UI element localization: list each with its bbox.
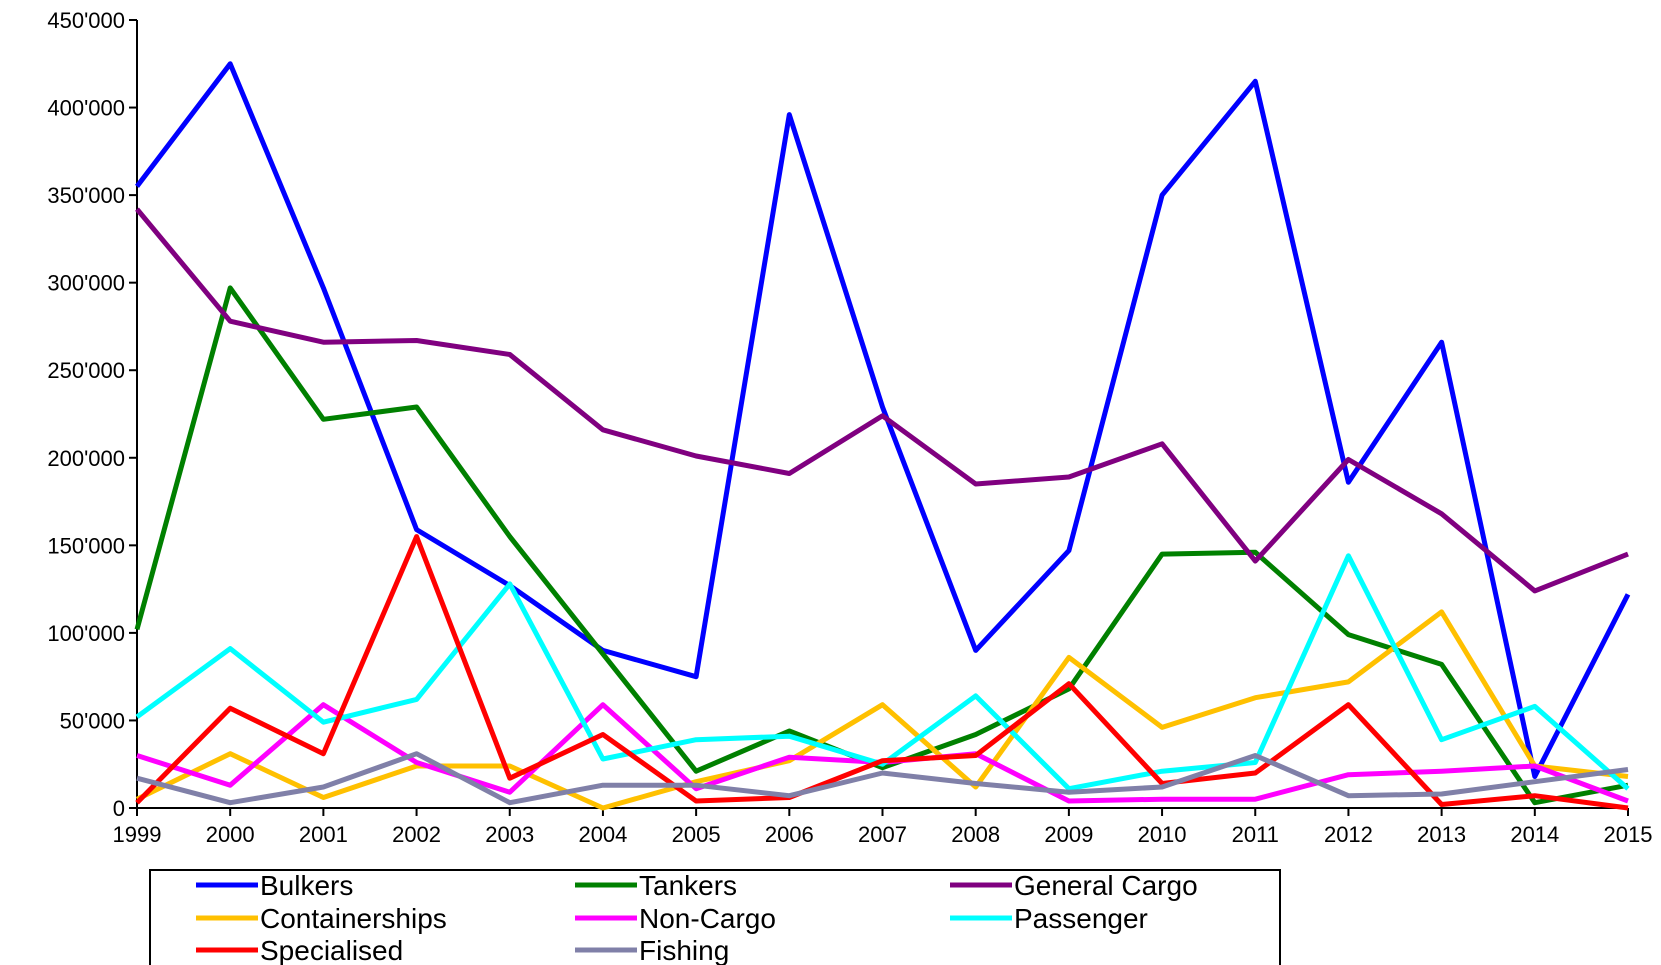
y-tick-label: 150'000 <box>47 533 125 558</box>
legend-label-fishing: Fishing <box>639 935 729 965</box>
legend-label-general-cargo: General Cargo <box>1014 870 1198 901</box>
x-tick-label: 2014 <box>1510 822 1559 847</box>
series-line-tankers <box>134 285 1629 806</box>
legend-label-bulkers: Bulkers <box>260 870 353 901</box>
series-line-containerships <box>135 609 1629 811</box>
x-tick-label: 2002 <box>392 822 441 847</box>
series-line-specialised <box>135 534 1629 811</box>
x-tick-label: 2006 <box>765 822 814 847</box>
chart-legend: Bulkers Tankers General Cargo Containership… <box>149 869 1281 965</box>
series-line-fishing <box>136 751 1629 806</box>
x-tick-label: 2004 <box>578 822 627 847</box>
x-tick-label: 2010 <box>1138 822 1187 847</box>
legend-box <box>149 869 1281 965</box>
y-tick-label: 300'000 <box>47 271 125 296</box>
y-tick-label: 50'000 <box>60 708 125 733</box>
legend-label-non-cargo: Non-Cargo <box>639 903 776 934</box>
y-tick-label: 250'000 <box>47 358 125 383</box>
x-tick-label: 2000 <box>206 822 255 847</box>
chart-axes: 0 50'000 100'000 150'000 200'000 250'000 300'0… <box>47 8 1652 847</box>
x-tick-label: 2009 <box>1044 822 1093 847</box>
y-tick-label: 100'000 <box>47 621 125 646</box>
x-tick-label: 2015 <box>1604 822 1653 847</box>
legend-label-specialised: Specialised <box>260 935 403 965</box>
x-tick-label: 2011 <box>1232 822 1279 847</box>
y-tick-label: 350'000 <box>47 183 125 208</box>
x-tick-label: 2001 <box>299 822 348 847</box>
x-tick-label: 1999 <box>113 822 162 847</box>
y-tick-label: 0 <box>113 796 125 821</box>
legend-label-passenger: Passenger <box>1014 903 1148 934</box>
series-line-bulkers <box>135 61 1631 779</box>
y-tick-label: 450'000 <box>47 8 125 33</box>
x-tick-label: 2003 <box>485 822 534 847</box>
legend-label-tankers: Tankers <box>639 870 737 901</box>
x-tick-label: 2013 <box>1417 822 1466 847</box>
x-tick-label: 2007 <box>858 822 907 847</box>
y-tick-label: 400'000 <box>47 96 125 121</box>
x-tick-label: 2005 <box>672 822 721 847</box>
series-line-passenger <box>135 553 1630 792</box>
series-line-general-cargo <box>135 207 1629 594</box>
y-tick-label: 200'000 <box>47 446 125 471</box>
x-tick-label: 2012 <box>1324 822 1373 847</box>
legend-label-containerships: Containerships <box>260 903 447 934</box>
x-tick-label: 2008 <box>951 822 1000 847</box>
chart-series <box>134 61 1631 811</box>
